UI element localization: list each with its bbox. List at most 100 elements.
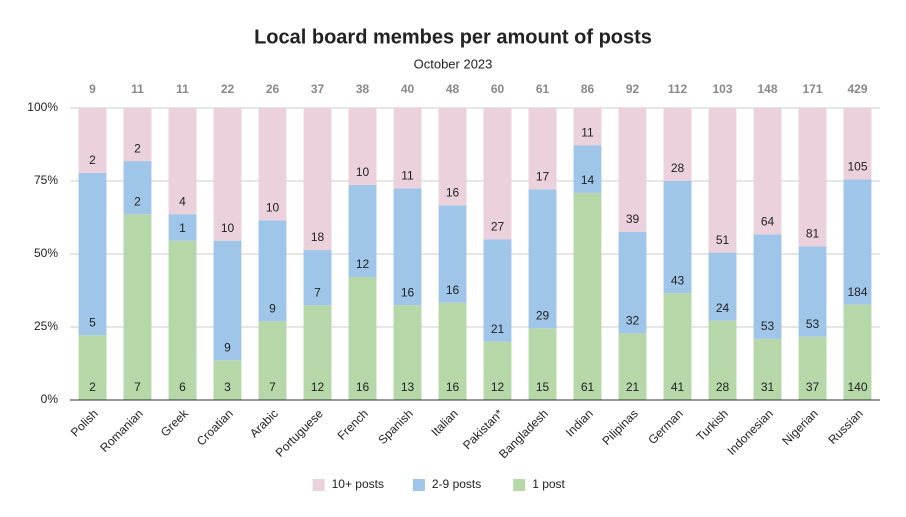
data-label: 5 [89, 315, 96, 329]
legend-swatch [312, 479, 325, 491]
bar-segment [618, 108, 647, 232]
x-tick-label: Bangladesh [496, 406, 551, 461]
bar-segment [483, 341, 512, 400]
bar-segment [438, 302, 467, 400]
bar-segment [528, 189, 557, 329]
data-label: 53 [761, 319, 775, 333]
total-label: 92 [626, 82, 640, 96]
bar-segment [798, 336, 827, 400]
bar-segment [798, 108, 827, 247]
total-label: 11 [176, 82, 189, 96]
legend-label: 10+ posts [332, 477, 384, 491]
legend-label: 2-9 posts [432, 477, 481, 491]
data-label: 2 [89, 153, 96, 167]
total-label: 9 [89, 82, 96, 96]
data-label: 16 [446, 380, 460, 394]
bar-segment [843, 304, 872, 400]
bar-segment [303, 305, 332, 400]
data-label: 12 [491, 380, 505, 394]
total-label: 86 [581, 82, 595, 96]
data-label: 3 [224, 380, 231, 394]
bar-segment [123, 108, 152, 162]
data-label: 10 [266, 200, 280, 214]
data-label: 61 [581, 380, 595, 394]
bar-segment [483, 108, 512, 240]
bar-segment [348, 277, 377, 400]
bar-segment [753, 234, 782, 339]
data-label: 13 [401, 380, 415, 394]
bar-segment [168, 108, 197, 215]
y-tick-label: 0% [41, 392, 59, 406]
bar-segment [843, 108, 872, 180]
data-label: 28 [716, 380, 730, 394]
y-tick-label: 75% [34, 173, 58, 187]
data-label: 18 [311, 230, 325, 244]
x-tick-label: Russian [825, 406, 866, 447]
bar-segment [393, 108, 422, 189]
total-label: 22 [221, 82, 235, 96]
bar-segment [798, 246, 827, 337]
bar-segment [573, 192, 602, 400]
bar-segment [393, 188, 422, 306]
data-label: 41 [671, 380, 685, 394]
data-label: 140 [847, 380, 867, 394]
bar-segment [123, 161, 152, 215]
bar-segment [753, 108, 782, 235]
legend-swatch [412, 479, 425, 491]
data-label: 1 [179, 221, 186, 235]
data-label: 16 [446, 283, 460, 297]
data-label: 10 [221, 221, 235, 235]
data-label: 16 [446, 186, 460, 200]
bar-segment [483, 239, 512, 342]
data-label: 12 [311, 380, 325, 394]
x-tick-label: Polish [68, 406, 101, 439]
data-label: 39 [626, 212, 640, 226]
bar-segment [78, 108, 107, 173]
bar-segment [438, 108, 467, 206]
y-tick-label: 50% [34, 246, 58, 260]
data-label: 28 [671, 161, 685, 175]
data-label: 43 [671, 273, 685, 287]
data-label: 81 [806, 226, 820, 240]
bar-segment [78, 172, 107, 336]
bar-segment [528, 108, 557, 190]
data-label: 2 [134, 141, 141, 155]
bar-segment [573, 145, 602, 193]
bar-segment [303, 250, 332, 306]
x-tick-label: Portuguese [273, 406, 327, 460]
bar-segment [663, 108, 692, 181]
y-tick-label: 100% [27, 100, 58, 114]
total-label: 26 [266, 82, 280, 96]
data-label: 21 [491, 322, 505, 336]
total-label: 61 [536, 82, 550, 96]
x-tick-label: Pilipinas [599, 406, 641, 448]
data-label: 6 [179, 380, 186, 394]
bar-segment [663, 293, 692, 400]
bar-segment [213, 240, 242, 361]
total-label: 37 [311, 82, 325, 96]
x-tick-label: Nigerian [779, 406, 821, 448]
data-label: 7 [314, 285, 321, 299]
data-label: 24 [716, 301, 730, 315]
bar-segment [78, 335, 107, 400]
bar-segment [348, 108, 377, 185]
bar-segment [438, 205, 467, 303]
total-label: 112 [668, 82, 688, 96]
data-label: 51 [716, 233, 730, 247]
bar-segment [168, 214, 197, 241]
total-label: 38 [356, 82, 370, 96]
y-tick-label: 25% [34, 319, 58, 333]
bar-segment [618, 333, 647, 400]
x-tick-label: Arabic [247, 406, 281, 440]
bar-segment [573, 108, 602, 146]
data-label: 2 [89, 380, 96, 394]
data-label: 27 [491, 220, 505, 234]
bar-segment [618, 231, 647, 334]
bar-segment [258, 220, 287, 322]
bar-segment [258, 108, 287, 221]
bar-segment [393, 305, 422, 400]
total-label: 60 [491, 82, 505, 96]
data-label: 29 [536, 308, 550, 322]
total-label: 148 [757, 82, 777, 96]
total-label: 40 [401, 82, 415, 96]
